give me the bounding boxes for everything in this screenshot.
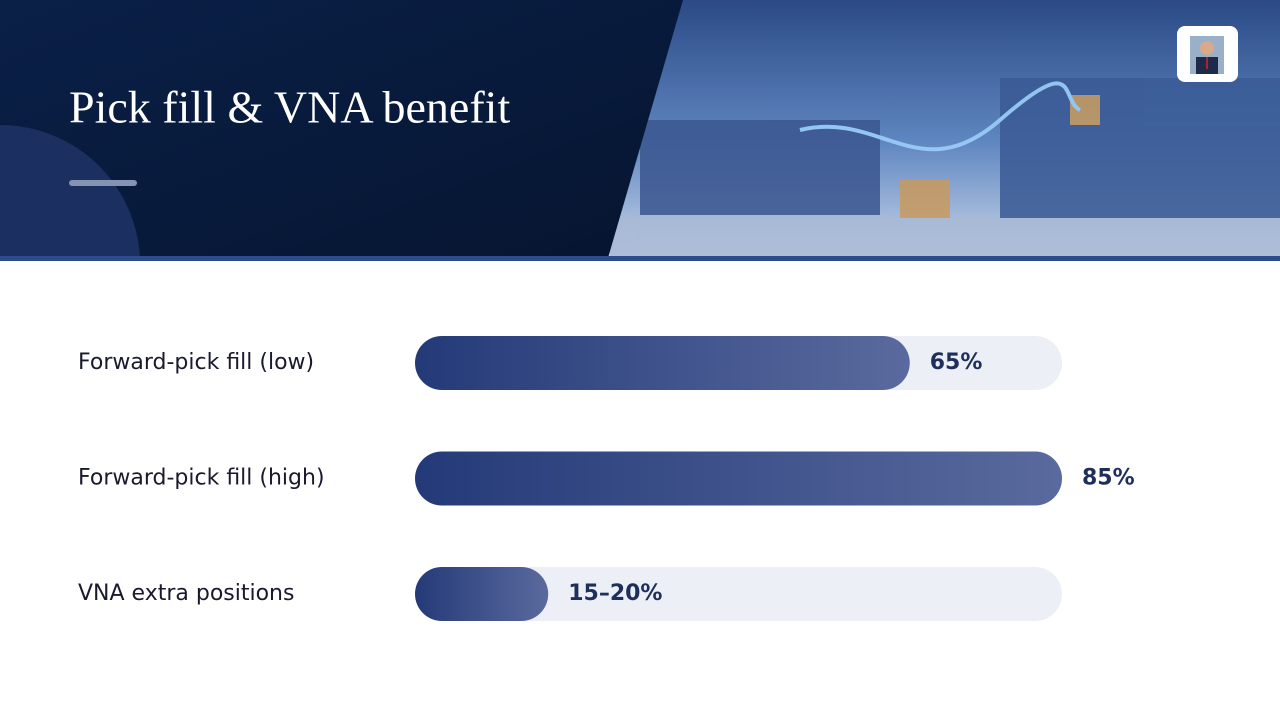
category-label: VNA extra positions [78,581,294,606]
value-label: 15–20% [568,581,662,606]
bar [415,336,910,390]
title-panel [0,0,683,258]
bar-track [415,567,1062,621]
bar [415,451,1062,506]
decor-circle [0,124,140,258]
category-label: Forward-pick fill (low) [78,350,314,375]
chart-title: Pick fill & VNA benefit [69,82,510,133]
header: Pick fill & VNA benefit [0,0,1280,261]
bar [415,567,549,621]
warehouse-illustration [610,78,1280,258]
value-label: 65% [930,350,983,375]
category-label: Forward-pick fill (high) [78,466,325,491]
title-underline [69,180,137,186]
value-label: 85% [1082,466,1135,491]
plot: Forward-pick fill (low) 65% Forward-pick f… [78,336,1135,621]
header-rule [0,256,1280,261]
avatar[interactable] [1177,26,1238,82]
